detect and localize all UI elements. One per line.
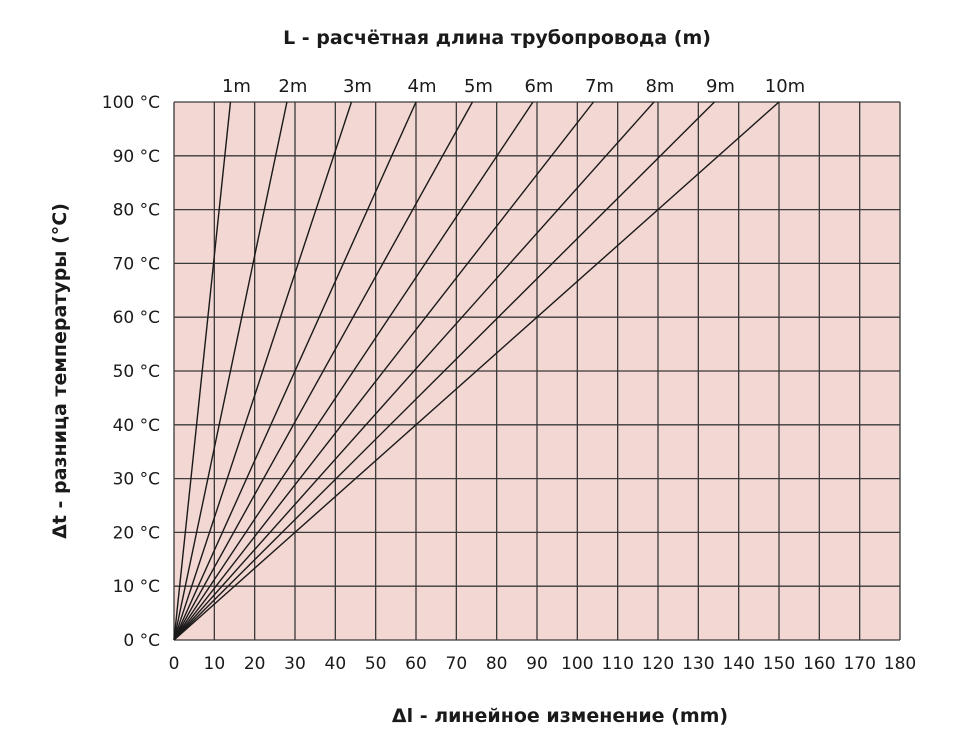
y-axis-title: Δt - разница температуры (°C) (49, 203, 71, 539)
x-tick-label: 110 (601, 654, 633, 674)
x-tick-label: 160 (803, 654, 835, 674)
x-tick-label: 90 (526, 654, 548, 674)
series-line-3m (173, 101, 353, 641)
y-tick-label: 100 °C (102, 93, 160, 113)
x-tick-label: 150 (763, 654, 795, 674)
y-tick-label: 40 °C (113, 416, 160, 436)
y-tick-label: 10 °C (113, 577, 160, 597)
series-label-6m: 6m (524, 76, 553, 97)
series-label-9m: 9m (706, 76, 735, 97)
series-label-10m: 10m (765, 76, 805, 97)
y-tick-label: 30 °C (113, 470, 160, 490)
x-tick-label: 70 (446, 654, 468, 674)
series-line-5m (173, 101, 474, 641)
series-line-1m (173, 101, 232, 641)
chart-title: L - расчётная длина трубопровода (m) (283, 27, 711, 49)
x-tick-label: 120 (642, 654, 674, 674)
x-tick-label: 10 (204, 654, 226, 674)
y-tick-label: 20 °C (113, 523, 160, 543)
series-line-8m (173, 101, 655, 641)
x-tick-label: 80 (486, 654, 508, 674)
x-tick-label: 140 (722, 654, 754, 674)
series-label-3m: 3m (343, 76, 372, 97)
x-tick-label: 50 (365, 654, 387, 674)
series-label-5m: 5m (464, 76, 493, 97)
x-tick-label: 0 (169, 654, 180, 674)
series-line-10m (173, 101, 780, 641)
series-line-9m (173, 101, 715, 641)
x-tick-label: 20 (244, 654, 266, 674)
series-line-6m (173, 101, 534, 641)
x-axis-title: Δl - линейное изменение (mm) (392, 705, 728, 727)
x-tick-label: 40 (325, 654, 347, 674)
x-tick-label: 170 (843, 654, 875, 674)
x-tick-label: 100 (561, 654, 593, 674)
y-tick-label: 70 °C (113, 254, 160, 274)
y-axis-ticks: 0 °C 10 °C 20 °C 30 °C 40 °C 50 °C 60 °C 70 °C 8… (102, 93, 160, 651)
y-tick-label: 60 °C (113, 308, 160, 328)
y-tick-label: 50 °C (113, 362, 160, 382)
y-tick-label: 0 °C (123, 631, 160, 651)
series-line-4m (173, 101, 417, 641)
series-label-4m: 4m (408, 76, 437, 97)
series-line-7m (173, 101, 595, 641)
x-tick-label: 180 (884, 654, 916, 674)
x-tick-label: 130 (682, 654, 714, 674)
plot-area (173, 101, 901, 641)
series-label-7m: 7m (585, 76, 614, 97)
x-tick-label: 30 (284, 654, 306, 674)
x-axis-ticks: 0 10 20 30 40 50 60 70 80 90 100 110 120 130 140 150 160… (169, 654, 917, 674)
series-label-1m: 1m (222, 76, 251, 97)
series-labels: 1m 2m 3m 4m 5m 6m 7m 8m 9m 10m (222, 76, 805, 97)
y-tick-label: 90 °C (113, 147, 160, 167)
series-label-8m: 8m (645, 76, 674, 97)
series-layer (173, 101, 780, 641)
x-tick-label: 60 (405, 654, 427, 674)
y-tick-label: 80 °C (113, 201, 160, 221)
series-line-2m (173, 101, 288, 641)
series-label-2m: 2m (278, 76, 307, 97)
